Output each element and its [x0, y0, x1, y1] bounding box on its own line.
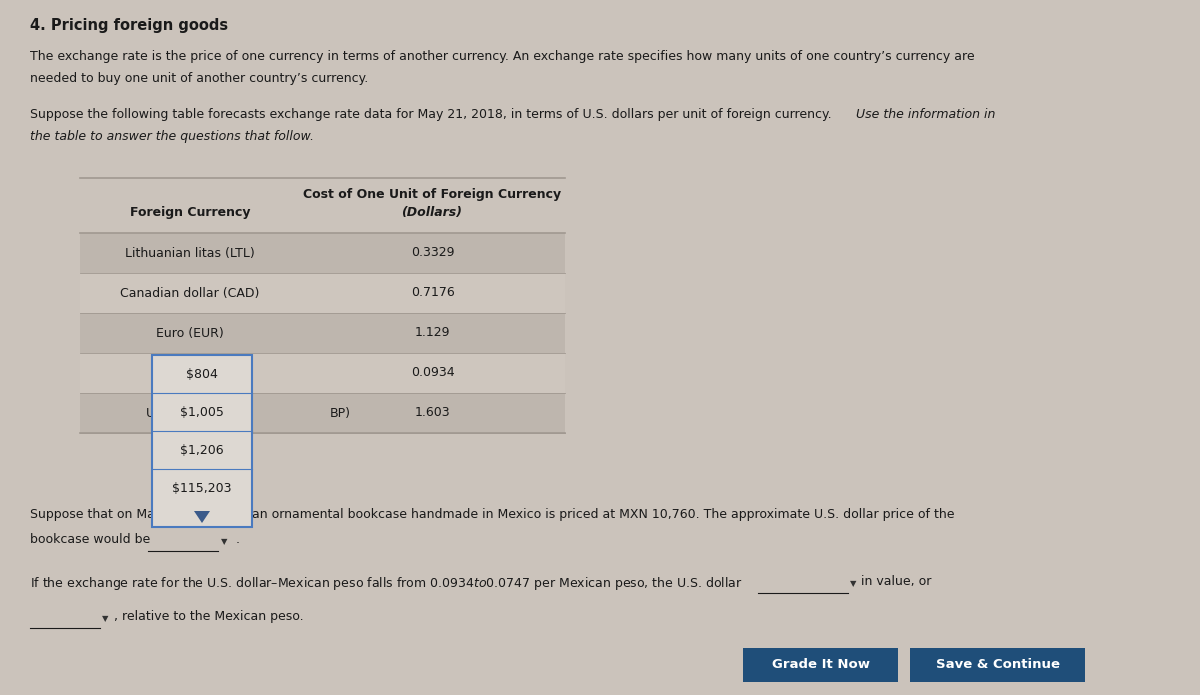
Text: Use the information in: Use the information in	[856, 108, 995, 121]
Text: ▼: ▼	[221, 537, 228, 546]
Text: the table to answer the questions that follow.: the table to answer the questions that f…	[30, 130, 314, 143]
Text: bookcase would be: bookcase would be	[30, 533, 150, 546]
Text: 4. Pricing foreign goods: 4. Pricing foreign goods	[30, 18, 228, 33]
Text: in value, or: in value, or	[862, 575, 931, 588]
Text: Suppose that on Ma: Suppose that on Ma	[30, 508, 155, 521]
Text: $804: $804	[186, 368, 218, 380]
Text: ▼: ▼	[850, 579, 857, 588]
Text: 1.129: 1.129	[415, 327, 450, 339]
Text: BP): BP)	[330, 407, 352, 420]
Text: The exchange rate is the price of one currency in terms of another currency. An : The exchange rate is the price of one cu…	[30, 50, 974, 63]
Text: United Kingdo: United Kingdo	[146, 407, 234, 420]
Polygon shape	[194, 511, 210, 523]
Text: Mexican p: Mexican p	[158, 366, 222, 379]
Text: 0.3329: 0.3329	[410, 247, 455, 259]
Bar	[910, 648, 1085, 682]
Text: 0.0934: 0.0934	[410, 366, 455, 379]
Text: Suppose the following table forecasts exchange rate data for May 21, 2018, in te: Suppose the following table forecasts ex…	[30, 108, 835, 121]
Text: , relative to the Mexican peso.: , relative to the Mexican peso.	[114, 610, 304, 623]
Text: Lithuanian litas (LTL): Lithuanian litas (LTL)	[125, 247, 254, 259]
Text: an ornamental bookcase handmade in Mexico is priced at MXN 10,760. The approxima: an ornamental bookcase handmade in Mexic…	[252, 508, 954, 521]
Text: Save & Continue: Save & Continue	[936, 658, 1060, 671]
Text: Cost of One Unit of Foreign Currency: Cost of One Unit of Foreign Currency	[304, 188, 562, 201]
Text: 0.7176: 0.7176	[410, 286, 455, 300]
Text: $115,203: $115,203	[173, 482, 232, 495]
Text: (Dollars): (Dollars)	[402, 206, 462, 219]
Text: ▼: ▼	[102, 614, 108, 623]
Bar	[743, 648, 898, 682]
Text: If the exchange rate for the U.S. dollar–Mexican peso falls from $0.0934 to $0.0: If the exchange rate for the U.S. dollar…	[30, 575, 743, 592]
Bar	[80, 273, 565, 313]
Text: $1,206: $1,206	[180, 443, 224, 457]
Bar	[80, 233, 565, 273]
Text: 1.603: 1.603	[415, 407, 450, 420]
Bar	[80, 313, 565, 353]
Text: $1,005: $1,005	[180, 405, 224, 418]
Text: Canadian dollar (CAD): Canadian dollar (CAD)	[120, 286, 259, 300]
Text: Euro (EUR): Euro (EUR)	[156, 327, 224, 339]
Text: needed to buy one unit of another country’s currency.: needed to buy one unit of another countr…	[30, 72, 368, 85]
Bar	[80, 353, 565, 393]
Text: Foreign Currency: Foreign Currency	[130, 206, 251, 219]
Text: Grade It Now: Grade It Now	[772, 658, 870, 671]
Bar	[80, 393, 565, 433]
FancyBboxPatch shape	[152, 355, 252, 527]
Text: .: .	[232, 533, 240, 546]
